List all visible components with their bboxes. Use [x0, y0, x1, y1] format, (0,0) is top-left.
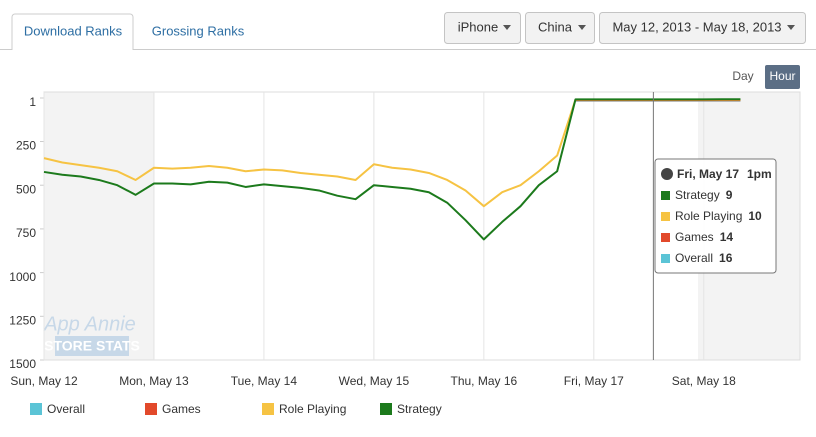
tooltip-value: 16: [719, 251, 733, 265]
y-tick-label: 1000: [9, 270, 36, 284]
x-tick-label: Sat, May 18: [672, 374, 736, 388]
watermark: App Annie: [43, 313, 136, 335]
y-tick-label: 1250: [9, 313, 36, 327]
tooltip-series: Strategy: [675, 188, 720, 202]
tooltip-series: Games: [675, 230, 714, 244]
dropdown[interactable]: [525, 12, 595, 44]
tooltip-swatch: [661, 191, 670, 200]
tab-active[interactable]: [11, 13, 134, 50]
tooltip: [654, 158, 777, 274]
tab-label[interactable]: Grossing Ranks: [152, 23, 245, 38]
x-tick-label: Wed, May 15: [339, 374, 410, 388]
caret: [787, 25, 795, 30]
tooltip-swatch: [661, 212, 670, 221]
caret: [578, 25, 586, 30]
tooltip-value: 14: [720, 230, 734, 244]
series-line: [43, 98, 741, 241]
y-tick-label: 750: [16, 226, 36, 240]
watermark: STORE STATS: [44, 338, 140, 354]
tooltip-swatch: [661, 254, 670, 263]
tooltip-swatch: [661, 233, 670, 242]
dropdown-label[interactable]: May 12, 2013 - May 18, 2013: [612, 19, 781, 34]
dropdown-label[interactable]: China: [538, 19, 573, 34]
legend-swatch: [145, 403, 157, 415]
tooltip-value: 10: [748, 209, 762, 223]
dropdown[interactable]: [599, 12, 806, 44]
x-tick-label: Fri, May 17: [564, 374, 624, 388]
legend-swatch: [380, 403, 392, 415]
legend-label: Overall: [47, 402, 85, 416]
x-tick-label: Tue, May 14: [231, 374, 298, 388]
tooltip-time: 1pm: [747, 167, 772, 181]
y-tick-label: 1500: [9, 357, 36, 371]
y-tick-label: 500: [16, 182, 36, 196]
legend-swatch: [262, 403, 274, 415]
weekend-shade: [44, 92, 154, 360]
legend-label: Role Playing: [279, 402, 346, 416]
legend-label: Strategy: [397, 402, 442, 416]
dropdown[interactable]: [444, 12, 521, 44]
tooltip-icon: [661, 168, 673, 180]
x-tick-label: Sun, May 12: [10, 374, 78, 388]
dropdown-label[interactable]: iPhone: [458, 19, 498, 34]
y-tick-label: 1: [29, 95, 36, 109]
legend-swatch: [30, 403, 42, 415]
granularity-active[interactable]: [765, 65, 800, 89]
granularity-option[interactable]: Hour: [769, 69, 795, 83]
x-tick-label: Thu, May 16: [451, 374, 518, 388]
tooltip-series: Role Playing: [675, 209, 742, 223]
tooltip-date: Fri, May 17: [677, 167, 739, 181]
watermark-box: [55, 336, 129, 356]
granularity-option[interactable]: Day: [732, 69, 753, 83]
caret: [503, 25, 511, 30]
tooltip-value: 9: [726, 188, 733, 202]
legend-label: Games: [162, 402, 201, 416]
x-tick-label: Mon, May 13: [119, 374, 189, 388]
tab-label[interactable]: Download Ranks: [24, 23, 123, 38]
y-tick-label: 250: [16, 139, 36, 153]
tooltip-series: Overall: [675, 251, 713, 265]
